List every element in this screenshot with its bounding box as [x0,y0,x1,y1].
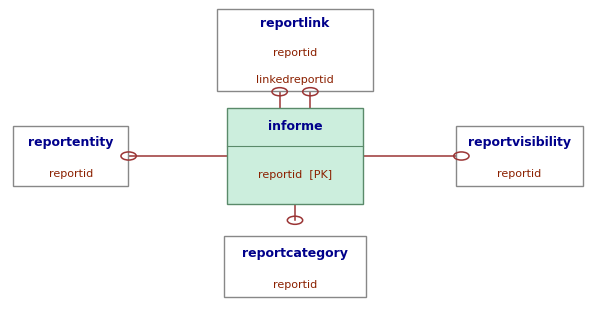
Text: reportid: reportid [48,169,93,179]
Text: reportid: reportid [273,280,317,290]
Text: reportentity: reportentity [28,136,113,149]
Text: linkedreportid: linkedreportid [256,75,334,85]
Text: reportcategory: reportcategory [242,246,348,260]
Text: reportid  [PK]: reportid [PK] [258,170,332,180]
Text: reportid: reportid [273,48,317,58]
Text: reportid: reportid [497,169,542,179]
Text: reportvisibility: reportvisibility [468,136,571,149]
FancyBboxPatch shape [227,108,363,204]
FancyBboxPatch shape [217,8,373,91]
FancyBboxPatch shape [455,126,582,187]
FancyBboxPatch shape [224,236,366,297]
Text: reportlink: reportlink [260,17,330,30]
FancyBboxPatch shape [13,126,128,187]
Text: informe: informe [268,120,322,134]
